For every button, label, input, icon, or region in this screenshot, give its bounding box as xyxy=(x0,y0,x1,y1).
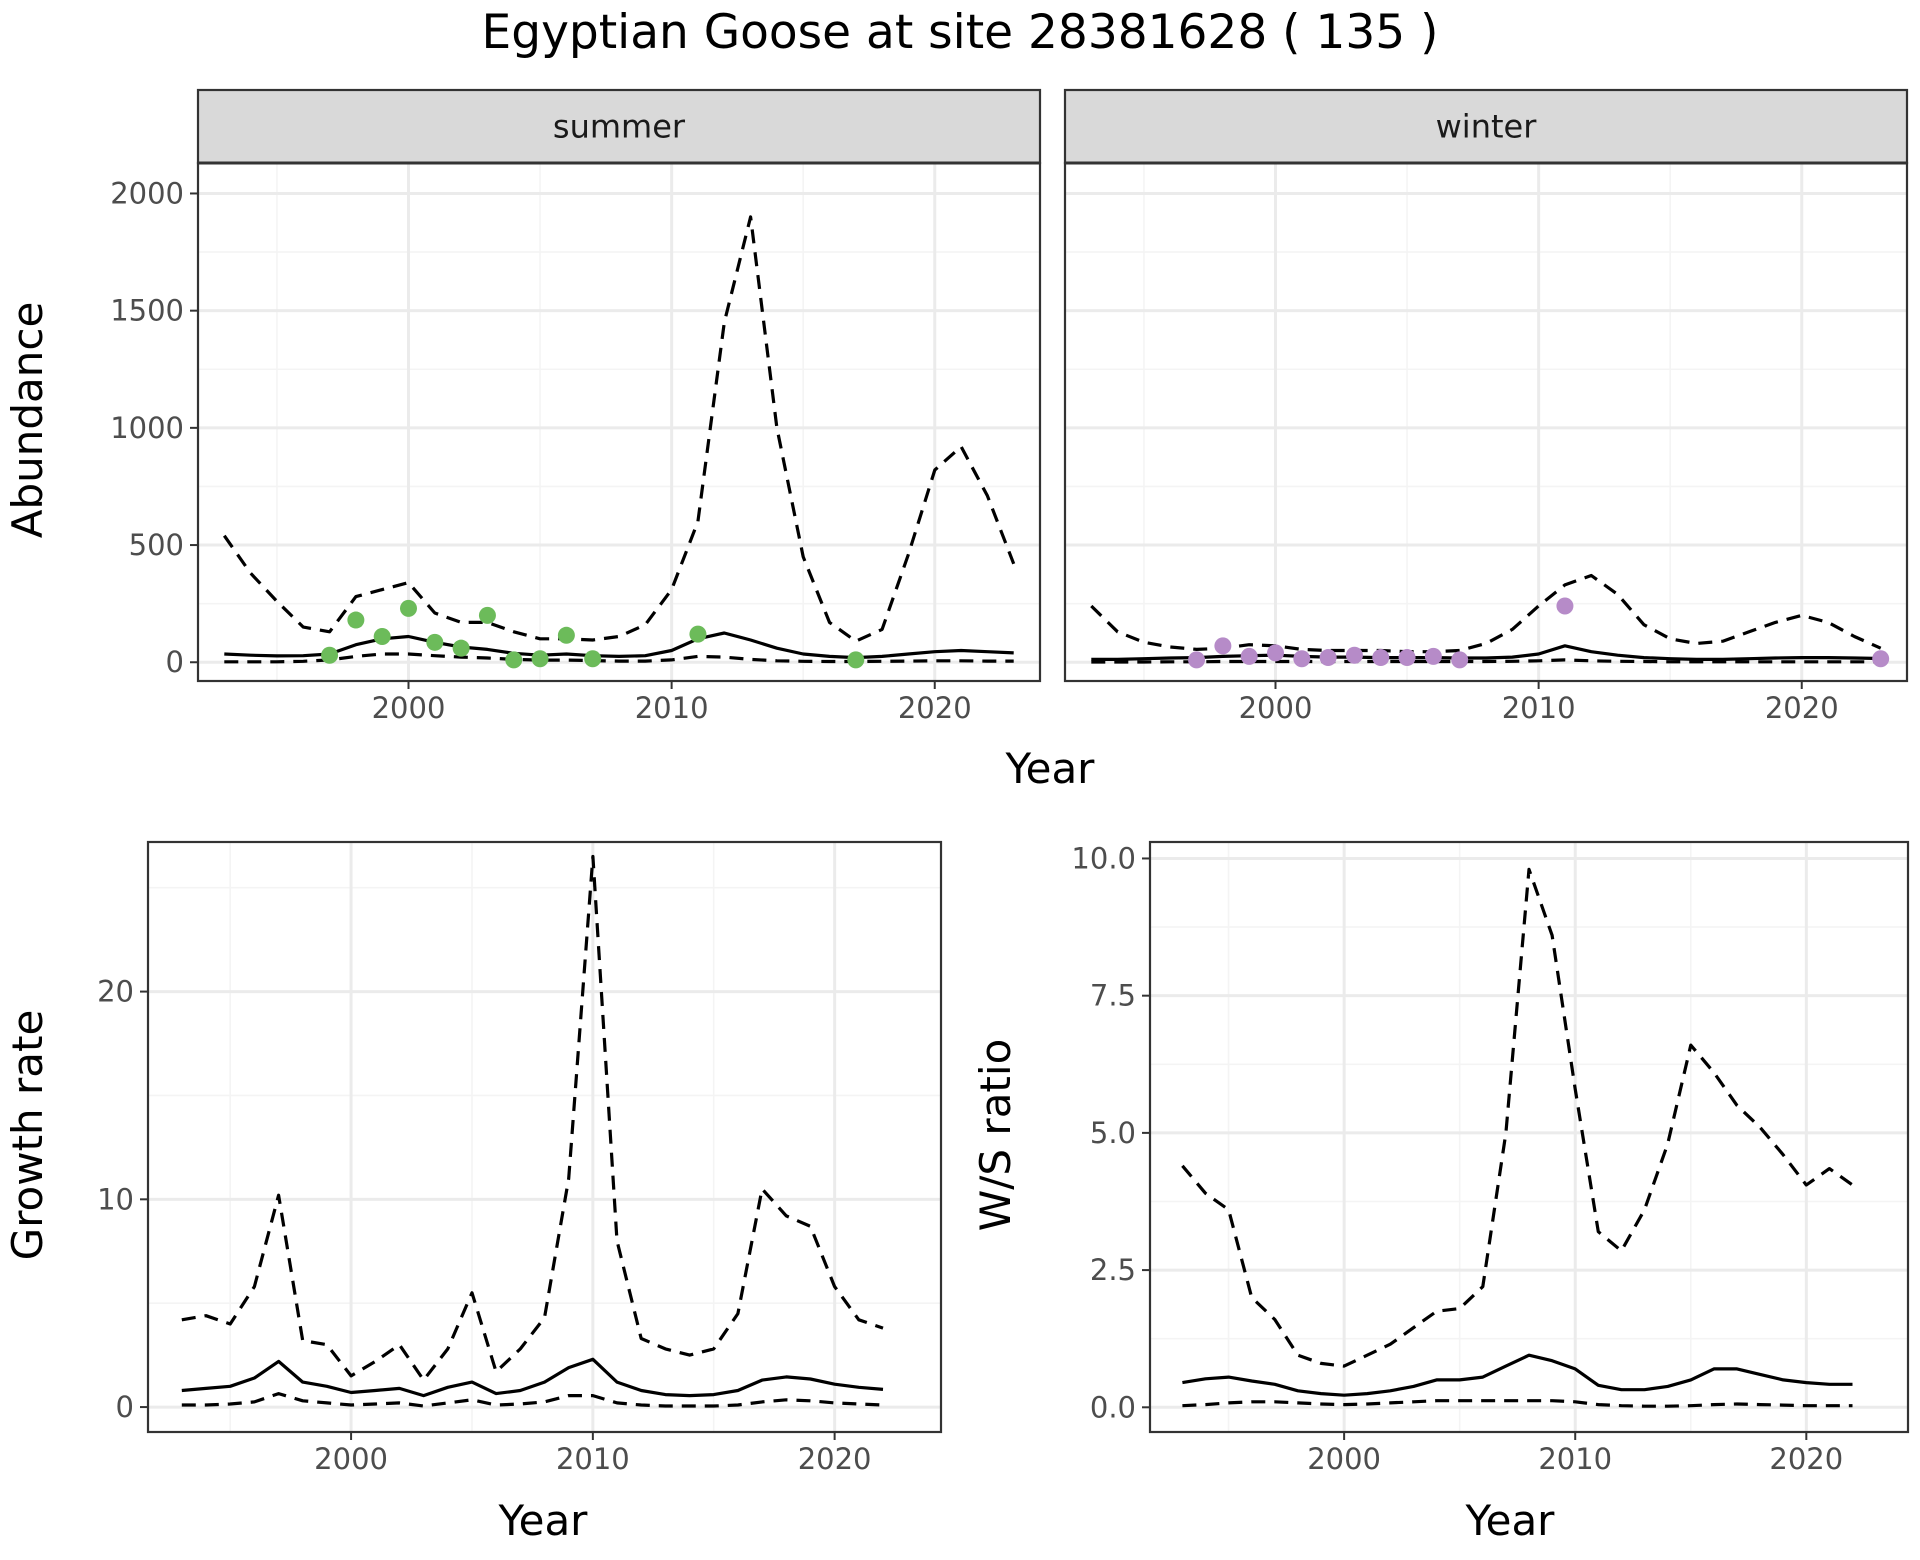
ratio-y-tick-label: 10.0 xyxy=(1071,841,1136,875)
growth-y-tick-label: 10 xyxy=(97,1182,134,1216)
growth-dashed-lower-line xyxy=(181,1391,884,1408)
winter-data-point xyxy=(1424,647,1442,665)
ratio-y-tick-label: 7.5 xyxy=(1090,979,1136,1013)
winter-x-tick-label: 2020 xyxy=(1765,691,1839,725)
winter-data-point xyxy=(1319,649,1337,667)
summer-y-tick-label: 1000 xyxy=(110,411,184,445)
winter-x-tick-label: 2000 xyxy=(1239,691,1313,725)
summer-y-tick-label: 500 xyxy=(129,528,184,562)
ratio-x-tick-label: 2000 xyxy=(1307,1442,1381,1476)
winter-data-point xyxy=(1872,650,1890,668)
winter-strip xyxy=(1063,88,1909,165)
ratio-y-axis-title-group: W/S ratio xyxy=(971,1039,1020,1232)
summer-solid-line xyxy=(224,631,1014,660)
ratio-panel-border xyxy=(1148,840,1910,1434)
ratio-dashed-lower-line xyxy=(1182,1399,1853,1408)
summer-dashed-lower-line xyxy=(224,652,1014,664)
growth-y-axis-title: Growth rate xyxy=(3,1010,52,1261)
summer-data-point xyxy=(531,650,549,668)
winter-solid-line xyxy=(1091,644,1881,662)
summer-y-tick-label: 0 xyxy=(166,645,184,679)
winter-data-point xyxy=(1345,646,1363,664)
growth-y-tick-label: 0 xyxy=(116,1390,134,1424)
summer-data-point xyxy=(373,627,391,645)
summer-y-tick-label: 1500 xyxy=(110,294,184,328)
summer-data-point xyxy=(426,633,444,651)
summer-data-point xyxy=(584,650,602,668)
summer-data-point xyxy=(557,626,575,644)
abundance-summer-panel: 2000 2010 2020 0 500 1000 1500 2000 summer xyxy=(110,88,1042,725)
growth-x-tick-label: 2000 xyxy=(314,1442,388,1476)
ratio-x-tick-label: 2020 xyxy=(1769,1442,1843,1476)
summer-data-point xyxy=(478,606,496,624)
winter-x-tick-label: 2010 xyxy=(1502,691,1576,725)
ratio-y-axis-title: W/S ratio xyxy=(971,1039,1020,1232)
winter-data-point xyxy=(1214,637,1232,655)
growth-solid-line xyxy=(181,1357,884,1398)
growth-x-tick-label: 2010 xyxy=(556,1442,630,1476)
abundance-x-axis-title: Year xyxy=(1005,744,1096,793)
ratio-solid-line xyxy=(1182,1353,1853,1397)
winter-data-point xyxy=(1240,647,1258,665)
summer-data-point xyxy=(689,625,707,643)
growth-panel-border xyxy=(146,840,943,1434)
winter-dashed-lower-line xyxy=(1091,658,1881,664)
summer-data-point xyxy=(400,599,417,617)
summer-x-tick-label: 2010 xyxy=(635,691,709,725)
growth-rate-panel: 2000 2010 2020 0 10 20 xyxy=(97,840,943,1476)
summer-data-point xyxy=(452,639,470,657)
growth-y-tick-label: 20 xyxy=(97,975,134,1009)
abundance-y-axis-title-group: Abundance xyxy=(3,302,52,539)
winter-data-point xyxy=(1188,651,1206,669)
summer-strip xyxy=(196,88,1042,165)
growth-x-tick-label: 2020 xyxy=(798,1442,872,1476)
ratio-y-tick-label: 0.0 xyxy=(1090,1390,1136,1424)
abundance-y-axis-title: Abundance xyxy=(3,302,52,539)
summer-data-point xyxy=(505,651,523,669)
summer-y-tick-label: 2000 xyxy=(110,176,184,210)
summer-data-point xyxy=(847,651,865,669)
abundance-winter-panel: 2000 2010 2020 winter xyxy=(1063,88,1909,725)
figure-title: Egyptian Goose at site 28381628 ( 135 ) xyxy=(482,5,1439,60)
ratio-y-tick-label: 5.0 xyxy=(1090,1116,1136,1150)
ws-ratio-panel: 2000 2010 2020 0.0 2.5 5.0 7.5 10.0 xyxy=(1071,840,1910,1476)
growth-y-axis-title-group: Growth rate xyxy=(3,1010,52,1261)
summer-x-tick-label: 2000 xyxy=(372,691,446,725)
growth-dashed-upper-line xyxy=(181,854,884,1382)
summer-data-point xyxy=(347,611,365,629)
winter-data-point xyxy=(1293,650,1311,668)
ratio-x-axis-title: Year xyxy=(1465,1496,1556,1545)
winter-data-point xyxy=(1398,649,1416,667)
summer-data-point xyxy=(321,646,339,664)
winter-data-point xyxy=(1372,649,1390,667)
winter-data-point xyxy=(1556,597,1574,615)
ratio-y-tick-label: 2.5 xyxy=(1090,1253,1136,1287)
ratio-x-tick-label: 2010 xyxy=(1538,1442,1612,1476)
winter-data-point xyxy=(1451,651,1469,669)
summer-x-tick-label: 2020 xyxy=(898,691,972,725)
winter-data-point xyxy=(1267,644,1284,662)
winter-strip-label: winter xyxy=(1436,108,1538,146)
summer-strip-label: summer xyxy=(553,108,686,146)
summer-dashed-upper-line xyxy=(222,215,1016,643)
growth-x-axis-title: Year xyxy=(498,1496,589,1545)
